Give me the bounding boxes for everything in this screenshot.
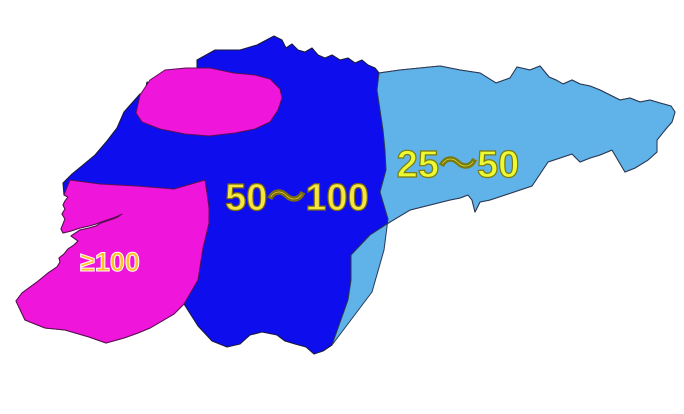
svg-text:≥100: ≥100 (80, 247, 140, 277)
svg-text:50～100: 50～100 (225, 177, 369, 219)
svg-text:25～50: 25～50 (397, 144, 520, 186)
